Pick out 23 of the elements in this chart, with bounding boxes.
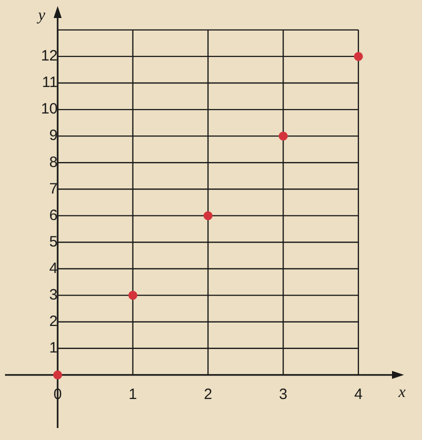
- y-tick-label: 1: [49, 340, 58, 357]
- y-axis-title: y: [36, 7, 46, 24]
- y-tick-label: 4: [49, 260, 58, 277]
- point: [278, 132, 288, 141]
- y-tick-label: 3: [49, 286, 58, 304]
- y-tick-label: 6: [49, 206, 58, 224]
- y-tick-label: 11: [42, 74, 58, 92]
- x-tick-label: 1: [128, 386, 137, 404]
- y-tick-label: 5: [49, 233, 58, 250]
- x-axis-title: x: [397, 384, 406, 402]
- y-tick-label: 12: [40, 48, 58, 65]
- x-tick-label: 2: [204, 386, 212, 404]
- point: [204, 211, 213, 220]
- point: [354, 52, 363, 61]
- x-tick-label: 4: [354, 386, 363, 404]
- point: [53, 370, 62, 380]
- point: [128, 290, 138, 300]
- x-tick-label: 3: [279, 386, 288, 404]
- y-tick-label: 8: [49, 154, 58, 171]
- y-tick-label: 10: [40, 100, 58, 118]
- y-tick-label: 7: [49, 180, 58, 198]
- y-tick-label: 9: [49, 127, 58, 144]
- y-tick-label: 2: [49, 312, 58, 330]
